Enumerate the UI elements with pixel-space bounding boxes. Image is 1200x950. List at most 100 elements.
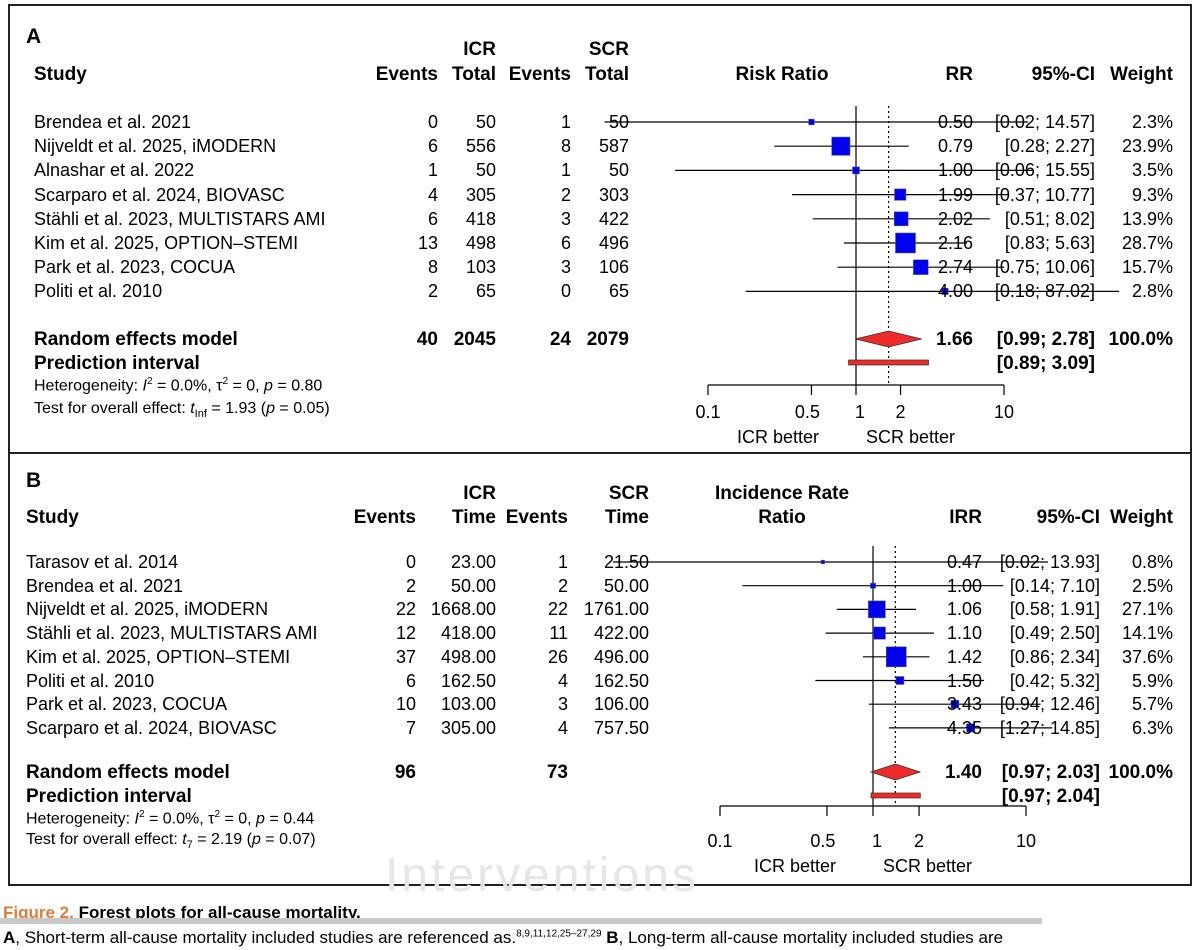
header-effect: RR	[945, 64, 973, 85]
time-icr: 1668.00	[430, 599, 496, 620]
figure-frame	[8, 4, 1192, 886]
pooled-ci: [0.99; 2.78]	[996, 329, 1095, 350]
events-scr: 4	[557, 670, 568, 691]
overall-effect-text: Test for overall effect: tInf = 1.93 (p …	[34, 401, 330, 420]
total-icr: 498	[465, 233, 496, 253]
study-weight: 0.8%	[1131, 552, 1173, 572]
p-symbol: p	[264, 377, 273, 395]
study-weight: 5.9%	[1131, 670, 1173, 691]
events-scr: 1	[560, 112, 571, 132]
study-box	[895, 232, 916, 254]
events-icr: 0	[405, 552, 416, 572]
header-group-icr: ICR	[463, 483, 496, 504]
study-box	[868, 600, 886, 619]
test-prefix: Test for overall effect:	[34, 400, 191, 417]
panel-letter: B	[26, 469, 42, 492]
header-total-scr: Total	[585, 64, 629, 85]
events-icr: 7	[405, 717, 416, 738]
tick-label: 1	[854, 402, 865, 422]
header-weight: Weight	[1110, 507, 1173, 528]
tick-label: 1	[871, 831, 882, 851]
effect-estimate: 2.02	[937, 208, 973, 229]
favours-icr: ICR better	[753, 856, 837, 876]
header-study: Study	[34, 64, 87, 85]
confidence-interval: [0.14; 7.10]	[1009, 575, 1100, 596]
study-name: Brendea et al. 2021	[26, 575, 184, 596]
study-box	[894, 188, 907, 201]
study-name: Tarasov et al. 2014	[26, 552, 179, 572]
study-box	[870, 582, 876, 589]
effect-estimate: 4.00	[937, 281, 973, 302]
figure-title: Forest plots for all-cause mortality.	[78, 903, 361, 922]
header-group-scr: SCR	[608, 483, 649, 504]
time-scr: 21.50	[603, 552, 649, 572]
time-icr: 50.00	[450, 575, 496, 596]
events-icr: 6	[427, 136, 438, 157]
pooled-total-scr: 2079	[586, 329, 629, 350]
header-events-icr: Events	[353, 507, 416, 528]
confidence-interval: [0.83; 5.63]	[1004, 233, 1095, 253]
effect-estimate: 1.00	[946, 575, 982, 596]
events-scr: 6	[560, 233, 571, 253]
header-group-icr: ICR	[463, 39, 496, 60]
study-weight: 2.5%	[1131, 575, 1173, 596]
events-icr: 12	[395, 623, 416, 644]
effect-estimate: 1.10	[946, 623, 982, 644]
study-box	[886, 646, 907, 668]
i2-value: = 0.0%,	[152, 377, 217, 395]
pooled-events-icr: 96	[394, 762, 416, 783]
header-events-scr: Events	[505, 507, 568, 528]
study-weight: 27.1%	[1121, 599, 1173, 620]
events-icr: 1	[427, 160, 438, 181]
study-box	[950, 700, 960, 709]
tau-symbol: τ	[208, 810, 215, 828]
events-scr: 0	[560, 281, 571, 302]
confidence-interval: [0.18; 87.02]	[994, 281, 1095, 302]
total-icr: 418	[465, 208, 496, 229]
header-measure-line1: Incidence Rate	[714, 483, 850, 504]
caption-divider	[0, 918, 1042, 924]
total-scr: 496	[598, 233, 629, 253]
study-name: Scarparo et al. 2024, BIOVASC	[34, 184, 285, 205]
study-weight: 37.6%	[1121, 646, 1173, 667]
prediction-bar	[870, 792, 921, 799]
watermark: Interventions	[385, 849, 699, 902]
figure-caption-title: Figure 2. Forest plots for all-cause mor…	[3, 903, 361, 923]
tick-label: 2	[895, 402, 906, 422]
study-weight: 5.7%	[1131, 694, 1173, 715]
pooled-effect: 1.66	[936, 329, 973, 350]
study-name: Park et al. 2023, COCUA	[26, 694, 228, 715]
study-weight: 3.5%	[1131, 160, 1173, 181]
study-name: Nijveldt et al. 2025, iMODERN	[34, 136, 277, 157]
total-icr: 65	[475, 281, 496, 302]
header-events-icr: Events	[375, 64, 438, 85]
confidence-interval: [0.06; 15.55]	[994, 160, 1095, 181]
pooled-weight: 100.0%	[1108, 329, 1173, 350]
panel-divider	[8, 452, 1192, 454]
events-scr: 2	[557, 575, 568, 596]
confidence-interval: [0.58; 1.91]	[1009, 599, 1100, 620]
confidence-interval: [0.02; 13.93]	[999, 552, 1100, 572]
heterogeneity-text: Heterogeneity: I2 = 0.0%, τ2 = 0, p = 0.…	[26, 810, 314, 827]
total-icr: 50	[475, 112, 496, 132]
confidence-interval: [0.28; 2.27]	[1004, 136, 1095, 157]
time-scr: 496.00	[593, 646, 649, 667]
caption-a: A	[3, 928, 16, 947]
study-name: Politi et al. 2010	[26, 670, 155, 691]
time-icr: 498.00	[440, 646, 496, 667]
time-scr: 1761.00	[583, 599, 649, 620]
tau-value: = 0,	[220, 810, 257, 828]
study-name: Brendea et al. 2021	[34, 112, 192, 132]
prediction-ci: [0.89; 3.09]	[996, 353, 1095, 374]
total-icr: 556	[465, 136, 496, 157]
pooled-diamond	[855, 330, 922, 348]
tick-label: 0.1	[707, 831, 733, 851]
study-weight: 9.3%	[1131, 184, 1173, 205]
het-prefix: Heterogeneity:	[26, 810, 135, 828]
total-icr: 50	[475, 160, 496, 181]
study-box	[852, 166, 860, 175]
tau-superscript: 2	[222, 376, 229, 387]
prediction-label: Prediction interval	[26, 786, 192, 807]
total-scr: 303	[598, 184, 629, 205]
